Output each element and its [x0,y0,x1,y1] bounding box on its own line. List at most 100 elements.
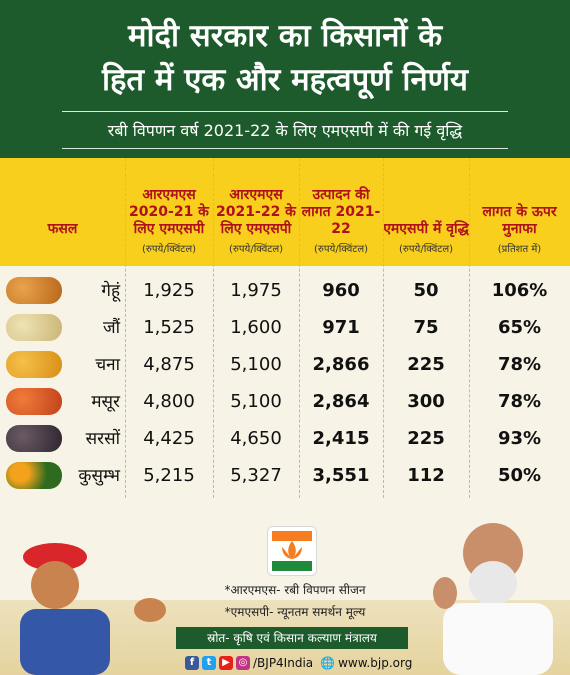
gram-grain-icon [6,351,62,378]
profit-cell: 78% [497,391,542,412]
table-row: कुसुम्भ 5,215 5,327 3,551 112 50% [0,457,570,495]
barley-grain-icon [6,314,62,341]
cost-cell: 2,866 [312,354,370,375]
column-divider [469,158,470,498]
title-line-2: हित में एक और महत्वपूर्ण निर्णय [101,62,469,98]
social-handle[interactable]: /BJP4India [253,656,314,670]
table-row: सरसों 4,425 4,650 2,415 225 93% [0,420,570,458]
safflower-flower-icon [6,462,62,489]
cost-cell: 2,864 [312,391,370,412]
social-bar: f t ▶ ◎ /BJP4India 🌐 www.bjp.org [185,652,445,674]
beard-shape [469,561,517,605]
profit-cell: 93% [497,428,542,449]
table-row: चना 4,875 5,100 2,866 225 78% [0,346,570,384]
col-header-label: उत्पादन की लागत 2021-22 [301,187,381,237]
table-header: फसल आरएमएस 2020-21 के लिए एमएसपी (रुपये/… [0,158,570,266]
cost-cell: 2,415 [312,428,370,449]
col-header-msp-2021-22: आरएमएस 2021-22 के लिए एमएसपी (रुपये/क्वि… [213,158,299,266]
crop-name: मसूर [91,392,120,412]
increase-cell: 225 [407,354,445,375]
increase-cell: 50 [413,280,439,301]
increase-cell: 75 [413,317,439,338]
crop-name: चना [95,355,120,375]
subtitle: रबी विपणन वर्ष 2021-22 के लिए एमएसपी में… [107,121,463,140]
profit-cell: 65% [497,317,542,338]
msp-2021-22-cell: 1,975 [230,280,282,301]
lotus-icon [272,531,312,571]
mustard-seed-icon [6,425,62,452]
title-line-1: मोदी सरकार का किसानों के [127,18,443,54]
turban-shape [23,543,87,571]
increase-cell: 300 [407,391,445,412]
col-header-label: एमएसपी में वृद्धि [383,221,469,237]
msp-2020-21-cell: 4,425 [143,428,195,449]
col-header-label: लागत के ऊपर मुनाफा [482,204,557,237]
instagram-icon[interactable]: ◎ [236,656,250,670]
msp-2021-22-cell: 1,600 [230,317,282,338]
page-title: मोदी सरकार का किसानों के हित में एक और म… [0,14,570,102]
increase-cell: 112 [407,465,445,486]
col-header-unit: (रुपये/क्विंटल) [313,244,369,255]
increase-cell: 225 [407,428,445,449]
twitter-icon[interactable]: t [202,656,216,670]
header-banner: मोदी सरकार का किसानों के हित में एक और म… [0,0,570,158]
msp-2021-22-cell: 5,327 [230,465,282,486]
column-divider [125,158,126,498]
col-header-msp-2020-21: आरएमएस 2020-21 के लिए एमएसपी (रुपये/क्वि… [125,158,213,266]
facebook-icon[interactable]: f [185,656,199,670]
cost-cell: 3,551 [312,465,370,486]
col-header-profit: लागत के ऊपर मुनाफा (प्रतिशत में) [469,158,570,266]
bjp-lotus-logo [267,526,317,576]
hand-shape [134,598,166,622]
crop-name: गेहूं [101,281,120,301]
msp-2020-21-cell: 1,925 [143,280,195,301]
msp-2020-21-cell: 4,875 [143,354,195,375]
msp-2020-21-cell: 5,215 [143,465,195,486]
column-divider [213,158,214,498]
msp-2020-21-cell: 4,800 [143,391,195,412]
website-link[interactable]: www.bjp.org [338,656,413,670]
col-header-increase: एमएसपी में वृद्धि (रुपये/क्विंटल) [383,158,469,266]
face-shape [31,561,79,609]
table-row: मसूर 4,800 5,100 2,864 300 78% [0,383,570,421]
msp-2021-22-cell: 5,100 [230,391,282,412]
profit-cell: 50% [497,465,542,486]
col-header-unit: (प्रतिशत में) [497,244,542,255]
profit-cell: 78% [497,354,542,375]
crop-name: सरसों [85,429,120,449]
cost-cell: 960 [322,280,360,301]
crop-name: जौं [102,318,120,338]
col-header-label: फसल [47,221,78,237]
header-divider-top [62,111,508,112]
msp-2021-22-cell: 5,100 [230,354,282,375]
header-divider-bottom [62,148,508,149]
youtube-icon[interactable]: ▶ [219,656,233,670]
column-divider [299,158,300,498]
msp-2020-21-cell: 1,525 [143,317,195,338]
profit-cell: 106% [491,280,548,301]
source-bar: स्रोत- कृषि एवं किसान कल्याण मंत्रालय [176,627,408,649]
column-divider [383,158,384,498]
col-header-label: आरएमएस 2020-21 के लिए एमएसपी [129,187,209,237]
leader-photo [433,523,553,675]
table-row: जौं 1,525 1,600 971 75 65% [0,309,570,347]
footnote-rms: *आरएमएस- रबी विपणन सीजन [224,583,366,597]
msp-2021-22-cell: 4,650 [230,428,282,449]
col-header-cost: उत्पादन की लागत 2021-22 (रुपये/क्विंटल) [299,158,383,266]
col-header-unit: (रुपये/क्विंटल) [141,244,197,255]
col-header-unit: (रुपये/क्विंटल) [228,244,284,255]
col-header-label: आरएमएस 2021-22 के लिए एमएसपी [216,187,296,237]
col-header-crop: फसल [0,158,125,266]
wheat-grain-icon [6,277,62,304]
kurta-shape [443,603,553,675]
col-header-unit: (रुपये/क्विंटल) [398,244,454,255]
cost-cell: 971 [322,317,360,338]
lentil-grain-icon [6,388,62,415]
table-row: गेहूं 1,925 1,975 960 50 106% [0,272,570,310]
farmer-illustration [20,543,166,675]
globe-icon: 🌐 [320,656,336,670]
crop-name: कुसुम्भ [78,466,120,486]
shirt-shape [20,609,110,675]
hand-shape [433,577,457,609]
